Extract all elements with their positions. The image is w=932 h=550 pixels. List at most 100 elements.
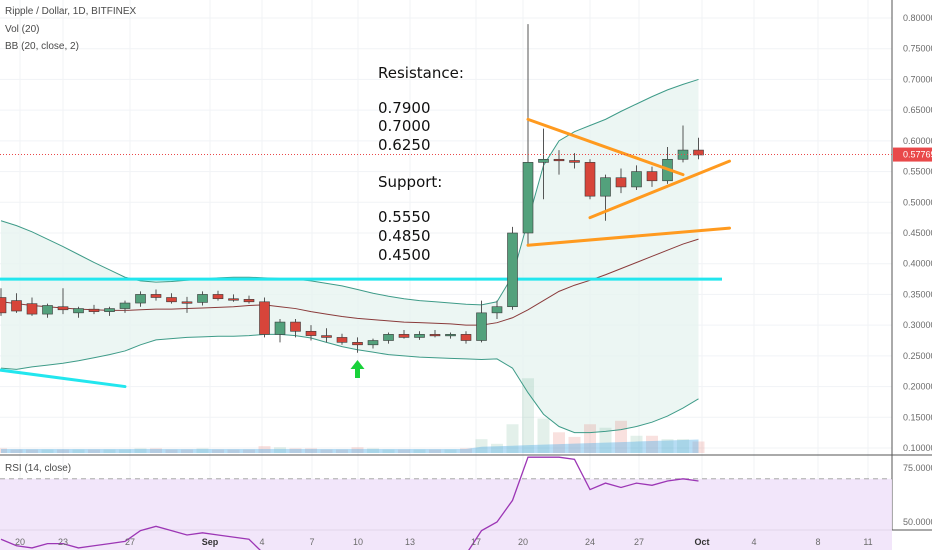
support-trend-line bbox=[526, 226, 731, 247]
date-tick-label: 11 bbox=[863, 537, 872, 547]
resistance-level: 0.6250 bbox=[378, 136, 431, 154]
volume-bar bbox=[568, 436, 581, 453]
volume-bar bbox=[522, 378, 534, 453]
vol-indicator-label[interactable]: Vol (20) bbox=[5, 24, 39, 35]
bollinger-upper-line bbox=[0, 78, 699, 306]
volume-bar bbox=[88, 449, 100, 453]
candle-body bbox=[104, 308, 115, 312]
symbol-title[interactable]: Ripple / Dollar, 1D, BITFINEX bbox=[5, 6, 136, 17]
volume-bar bbox=[212, 449, 224, 453]
volume-bar bbox=[26, 449, 38, 453]
volume-bar bbox=[677, 439, 689, 453]
resistance-level: 0.7900 bbox=[378, 99, 431, 117]
candlesticks bbox=[0, 24, 704, 353]
candle-body bbox=[336, 337, 348, 343]
last-price-label: 0.57769 bbox=[893, 147, 932, 162]
volume-bar bbox=[41, 449, 54, 453]
date-axis[interactable]: 20 23 27 Sep 4 7 10 13 17 20 24 27 Oct 4 8 11 bbox=[15, 537, 873, 547]
candle-body bbox=[414, 334, 425, 338]
volume-bar bbox=[630, 435, 643, 453]
volume-bar bbox=[460, 448, 472, 453]
candle-body bbox=[274, 321, 286, 335]
up-arrow-shape bbox=[350, 360, 365, 378]
candle-body bbox=[119, 302, 131, 309]
volume-bar bbox=[165, 449, 178, 453]
bb-indicator-label[interactable]: BB (20, close, 2) bbox=[5, 41, 79, 52]
date-tick-label: 4 bbox=[259, 537, 264, 547]
rsi-indicator-label[interactable]: RSI (14, close) bbox=[5, 463, 71, 474]
volume-bar bbox=[398, 449, 410, 453]
candle-body bbox=[197, 294, 208, 303]
candle-body bbox=[259, 301, 270, 335]
trend-lines[interactable] bbox=[0, 117, 731, 389]
date-tick-label: 7 bbox=[309, 537, 314, 547]
date-tick-label: 27 bbox=[634, 537, 644, 547]
volume-bar bbox=[150, 448, 162, 453]
candle-body bbox=[383, 334, 394, 341]
candle-body bbox=[305, 330, 317, 336]
date-tick-label: Oct bbox=[694, 537, 709, 547]
candle-body bbox=[615, 177, 627, 188]
volume-bar bbox=[134, 448, 147, 453]
candle-body bbox=[42, 305, 53, 315]
date-tick-label: 13 bbox=[405, 537, 415, 547]
candle-body bbox=[150, 294, 162, 298]
support-level: 0.5550 bbox=[378, 208, 431, 226]
volume-bar bbox=[382, 449, 395, 453]
candle-body bbox=[212, 294, 224, 300]
volume-bar bbox=[196, 448, 209, 453]
candle-body bbox=[135, 294, 146, 304]
candle-body bbox=[367, 340, 379, 346]
candle-body bbox=[321, 335, 332, 338]
volume-bar bbox=[0, 448, 7, 453]
volume-bar bbox=[475, 439, 488, 453]
volume-bar bbox=[429, 449, 441, 453]
candle-body bbox=[631, 171, 642, 188]
volume-bar bbox=[646, 435, 658, 453]
volume-bar bbox=[661, 439, 674, 453]
volume-bar bbox=[413, 449, 426, 453]
resistance-level: 0.7000 bbox=[378, 117, 431, 135]
volume-bar bbox=[506, 424, 519, 453]
candle-body bbox=[460, 334, 472, 341]
candle-body bbox=[243, 299, 255, 303]
candle-body bbox=[522, 162, 534, 234]
candle-body bbox=[569, 160, 580, 163]
up-arrow-icon bbox=[350, 360, 365, 378]
candle-body bbox=[476, 312, 487, 341]
candle-body bbox=[429, 334, 441, 337]
volume-bar bbox=[243, 449, 255, 453]
resistance-title: Resistance: bbox=[378, 64, 464, 82]
volume-bar bbox=[692, 441, 705, 453]
volume-bars bbox=[0, 378, 705, 453]
volume-bar bbox=[258, 446, 271, 453]
volume-bar bbox=[351, 447, 364, 453]
volume-bar bbox=[10, 449, 23, 453]
candle-body bbox=[491, 306, 503, 314]
rsi-line bbox=[0, 456, 699, 550]
date-tick-label: 17 bbox=[471, 537, 481, 547]
price-tick-label: 0.10000 bbox=[903, 443, 932, 453]
date-tick-label: 24 bbox=[585, 537, 595, 547]
candle-body bbox=[646, 171, 658, 182]
last-price-text: 0.57769 bbox=[903, 150, 932, 160]
rsi-band-fill bbox=[0, 478, 892, 550]
candle-body bbox=[228, 298, 239, 301]
volume-bar bbox=[584, 424, 596, 453]
volume-bar bbox=[367, 448, 379, 453]
candle-body bbox=[57, 306, 69, 311]
volume-bar bbox=[119, 449, 131, 453]
rsi-pane bbox=[0, 456, 892, 550]
